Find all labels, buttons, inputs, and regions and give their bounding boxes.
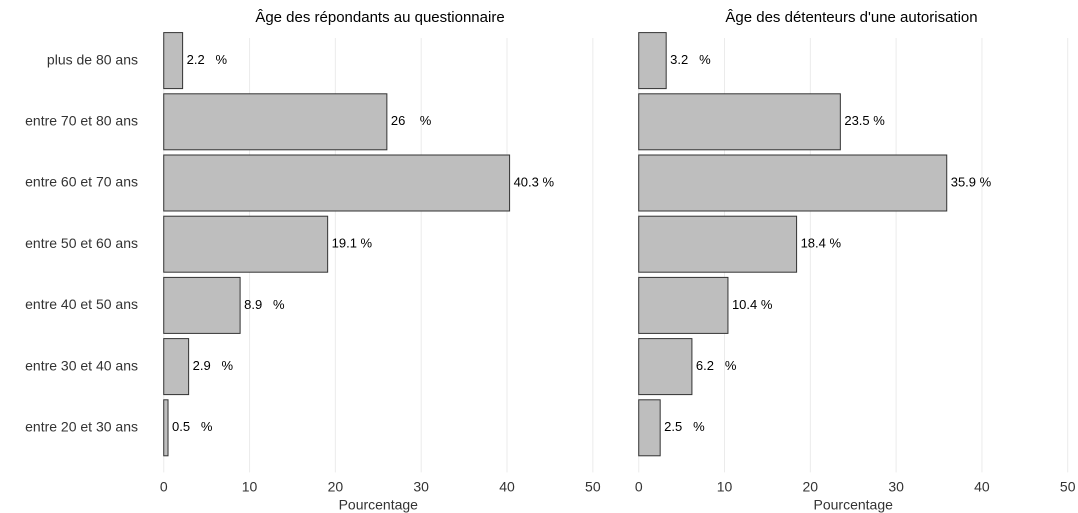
x-tick-label: 10 — [717, 479, 733, 495]
y-tick-label: entre 40 et 50 ans — [25, 296, 138, 312]
value-label: 0.5 % — [172, 419, 213, 434]
value-label: 2.9 % — [193, 358, 234, 373]
value-label: 26 % — [391, 113, 432, 128]
bar — [163, 338, 190, 396]
x-axis-label: Pourcentage — [814, 497, 894, 513]
x-tick-label: 50 — [585, 479, 601, 495]
x-tick-label: 30 — [888, 479, 904, 495]
x-tick-label: 0 — [635, 479, 643, 495]
bar — [163, 399, 169, 457]
chart-title: Âge des répondants au questionnaire — [255, 9, 504, 26]
y-tick-label: entre 70 et 80 ans — [25, 113, 138, 129]
x-tick-label: 30 — [413, 479, 429, 495]
value-label: 2.5 % — [664, 419, 705, 434]
value-label: 19.1 % — [332, 236, 373, 251]
x-axis-label: Pourcentage — [339, 497, 419, 513]
bar — [163, 32, 184, 90]
y-tick-label: plus de 80 ans — [47, 51, 138, 67]
bar — [163, 154, 511, 212]
bar — [163, 215, 329, 273]
value-label: 18.4 % — [801, 236, 842, 251]
y-tick-label: entre 20 et 30 ans — [25, 419, 138, 435]
bar — [638, 215, 798, 273]
value-label: 8.9 % — [244, 297, 285, 312]
y-tick-label: entre 30 et 40 ans — [25, 357, 138, 373]
value-label: 2.2 % — [187, 52, 228, 67]
y-tick-label: entre 60 et 70 ans — [25, 174, 138, 190]
bar — [638, 338, 693, 396]
bar — [638, 276, 729, 334]
bar — [638, 32, 667, 90]
x-tick-label: 10 — [242, 479, 258, 495]
value-label: 23.5 % — [844, 113, 885, 128]
value-label: 6.2 % — [696, 358, 737, 373]
value-label: 3.2 % — [670, 52, 711, 67]
value-label: 40.3 % — [514, 174, 555, 189]
value-label: 35.9 % — [951, 174, 992, 189]
bar — [638, 154, 948, 212]
x-tick-label: 20 — [328, 479, 344, 495]
x-tick-label: 50 — [1060, 479, 1076, 495]
value-label: 10.4 % — [732, 297, 773, 312]
y-tick-label: entre 50 et 60 ans — [25, 235, 138, 251]
bar — [163, 93, 388, 151]
x-tick-label: 0 — [160, 479, 168, 495]
x-tick-label: 20 — [803, 479, 819, 495]
bar — [163, 276, 241, 334]
x-tick-label: 40 — [974, 479, 990, 495]
bar — [638, 399, 661, 457]
x-tick-label: 40 — [499, 479, 515, 495]
bar — [638, 93, 841, 151]
chart-title: Âge des détenteurs d'une autorisation — [725, 9, 977, 26]
